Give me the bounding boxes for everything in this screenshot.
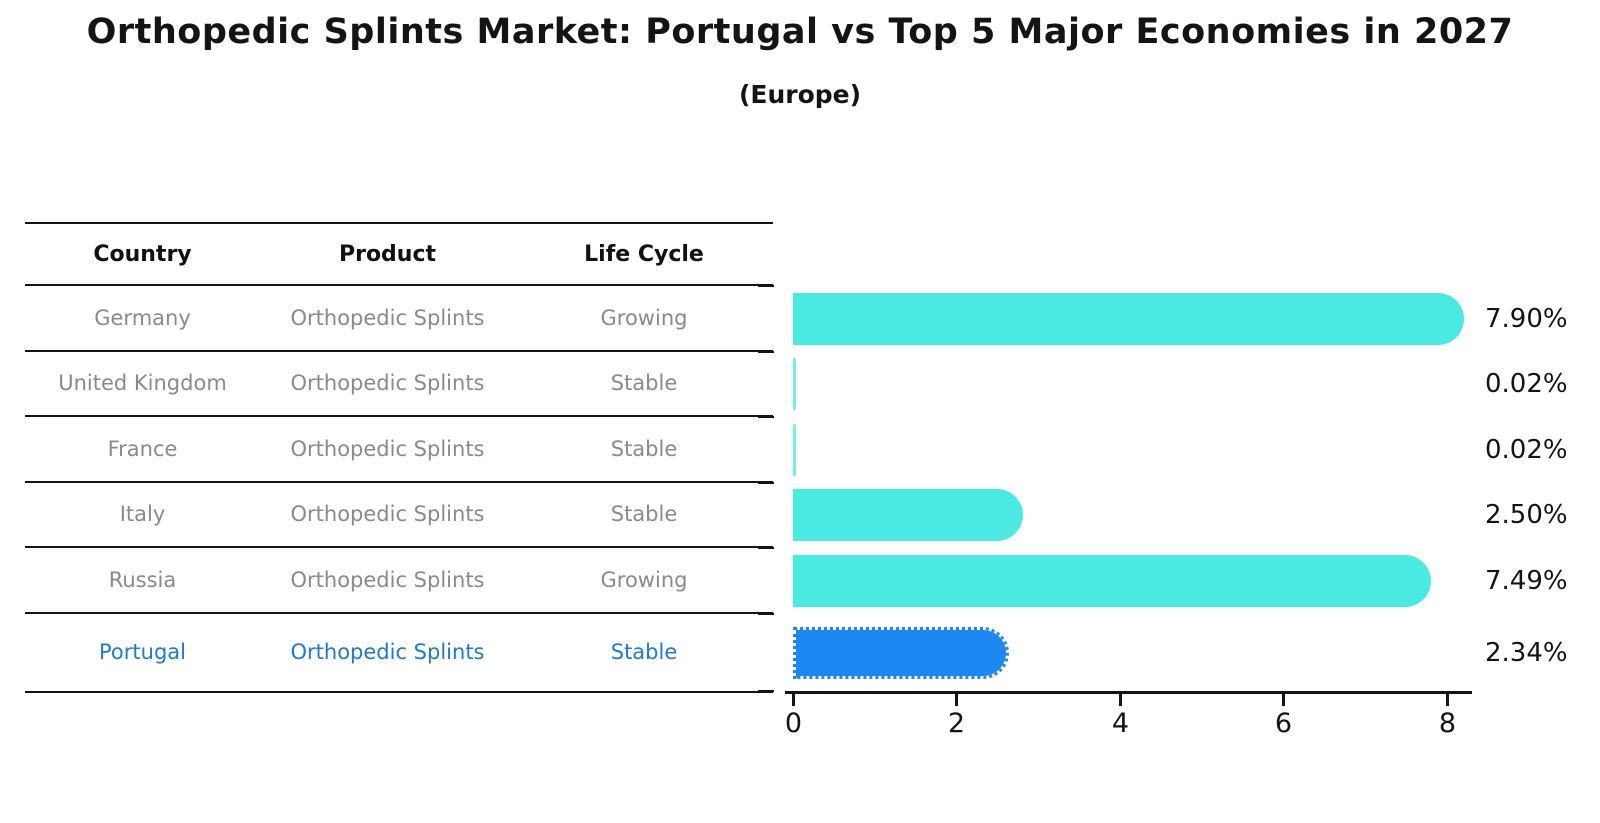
x-axis-tick-label: 4 [1111, 708, 1130, 739]
bar-label-gap [1472, 483, 1485, 549]
bar-label-gap [1472, 417, 1485, 483]
product-cell: Orthopedic Splints [260, 483, 515, 548]
table-row: Germany Orthopedic Splints Growing 7.90% [25, 286, 1600, 352]
product-cell: Orthopedic Splints [260, 548, 515, 614]
country-cell: Russia [25, 548, 260, 614]
product-cell: Orthopedic Splints [260, 614, 515, 693]
product-cell: Orthopedic Splints [260, 286, 515, 352]
column-header-country: Country [93, 241, 192, 267]
x-axis-tick: 8 [1439, 694, 1456, 739]
x-axis: 0 2 4 6 8 [785, 691, 1472, 739]
value-label: 2.50% [1485, 500, 1568, 531]
y-axis-tick [758, 285, 774, 287]
value-label: 7.90% [1485, 303, 1568, 334]
table-row: United Kingdom Orthopedic Splints Stable… [25, 352, 1600, 418]
country-cell: Italy [25, 483, 260, 548]
value-label: 0.02% [1485, 369, 1568, 400]
table-row: Italy Orthopedic Splints Stable 2.50% [25, 483, 1600, 549]
bar [793, 554, 1431, 607]
country-cell: Portugal [25, 614, 260, 693]
bar-track [793, 417, 1472, 483]
y-axis-tick [758, 547, 774, 549]
bar-track [793, 483, 1472, 549]
table-row: Portugal Orthopedic Splints Stable 2.34% [25, 614, 1600, 694]
table-header-row: Country Product Life Cycle [25, 222, 773, 286]
lifecycle-cell: Stable [515, 483, 773, 548]
bar [793, 423, 796, 476]
x-axis-tick-label: 0 [784, 708, 803, 739]
bar-label-gap [1472, 614, 1485, 694]
country-cell: United Kingdom [25, 352, 260, 417]
value-label: 2.34% [1485, 638, 1568, 669]
y-axis-tick [758, 613, 774, 615]
table-chart-gap [773, 286, 793, 352]
bar [793, 489, 1023, 542]
country-cell: France [25, 417, 260, 483]
table-and-bars: Germany Orthopedic Splints Growing 7.90%… [25, 286, 1600, 693]
bar-track [793, 614, 1472, 694]
lifecycle-cell: Growing [515, 548, 773, 614]
value-label: 7.49% [1485, 565, 1568, 596]
table-chart-gap [773, 548, 793, 614]
bar-label-gap [1472, 286, 1485, 352]
bar-track [793, 286, 1472, 352]
x-axis-tick: 6 [1275, 694, 1292, 739]
x-axis-tick-label: 2 [947, 708, 966, 739]
table-chart-gap [773, 614, 793, 694]
value-label: 0.02% [1485, 434, 1568, 465]
table-row: Russia Orthopedic Splints Growing 7.49% [25, 548, 1600, 614]
column-header-product: Product [338, 241, 437, 267]
y-axis-tick [758, 690, 774, 692]
chart-title: Orthopedic Splints Market: Portugal vs T… [86, 12, 1514, 52]
table-chart-gap [773, 483, 793, 549]
y-axis-ticks [758, 285, 774, 693]
table-chart-gap [773, 417, 793, 483]
y-axis-tick [758, 416, 774, 418]
bar-track [793, 352, 1472, 418]
product-cell: Orthopedic Splints [260, 352, 515, 417]
y-axis-tick [758, 351, 774, 353]
lifecycle-cell: Growing [515, 286, 773, 352]
lifecycle-cell: Stable [515, 352, 773, 417]
lifecycle-cell: Stable [515, 614, 773, 693]
chart-subtitle: (Europe) [738, 80, 862, 109]
table-chart-gap [773, 352, 793, 418]
x-axis-tick-label: 6 [1274, 708, 1293, 739]
bar-track [793, 548, 1472, 614]
bar-label-gap [1472, 352, 1485, 418]
lifecycle-cell: Stable [515, 417, 773, 483]
x-axis-tick-label: 8 [1438, 708, 1457, 739]
country-cell: Germany [25, 286, 260, 352]
x-axis-tick: 2 [948, 694, 965, 739]
bar [793, 292, 1464, 345]
product-cell: Orthopedic Splints [260, 417, 515, 483]
y-axis-tick [758, 482, 774, 484]
bar-label-gap [1472, 548, 1485, 614]
x-axis-tick: 0 [785, 694, 802, 739]
column-header-life-cycle: Life Cycle [584, 241, 704, 267]
table-row: France Orthopedic Splints Stable 0.02% [25, 417, 1600, 483]
bar [793, 358, 796, 411]
bar [793, 627, 1009, 680]
x-axis-tick: 4 [1112, 694, 1129, 739]
